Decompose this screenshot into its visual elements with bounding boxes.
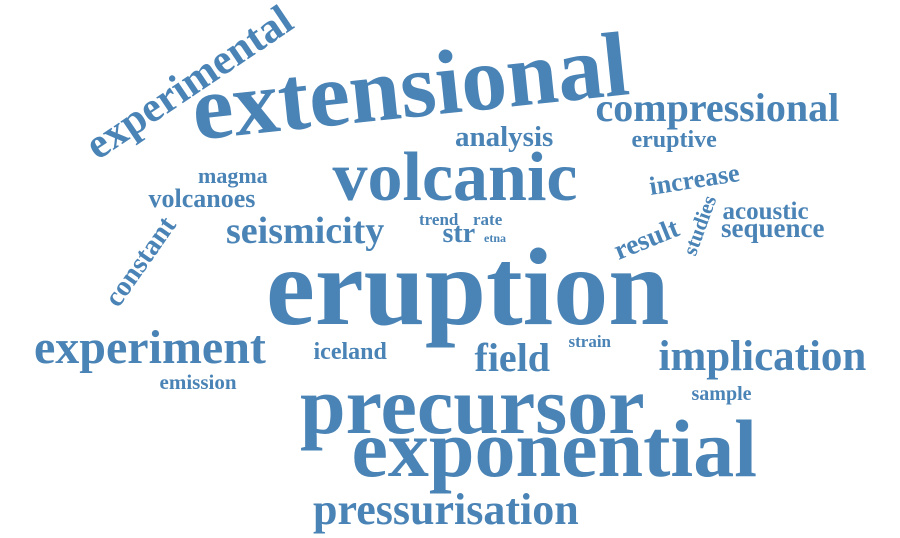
word-analysis: analysis: [455, 121, 554, 153]
word-acoustic: acoustic: [722, 198, 809, 225]
word-field: field: [474, 335, 551, 380]
word-eruption: eruption: [266, 226, 670, 348]
word-eruptive: eruptive: [631, 127, 717, 153]
word-rate: rate: [473, 210, 503, 229]
word-implication: implication: [658, 333, 867, 380]
word-volcanoes: volcanoes: [148, 184, 256, 213]
word-magma: magma: [198, 163, 268, 188]
word-experiment: experiment: [34, 321, 266, 374]
word-str: str: [442, 218, 476, 249]
word-studies: studies: [677, 191, 721, 259]
word-increase: increase: [646, 158, 741, 201]
word-iceland: iceland: [313, 339, 387, 365]
word-etna: etna: [484, 231, 506, 245]
word-volcanic: volcanic: [332, 139, 578, 216]
word-constant: constant: [98, 211, 183, 313]
word-emission: emission: [159, 370, 237, 394]
word-exponential: exponential: [351, 403, 757, 494]
word-sample: sample: [691, 383, 752, 405]
word-strain: strain: [568, 332, 612, 351]
word-pressurisation: pressurisation: [313, 485, 579, 534]
word-compressional: compressional: [595, 85, 840, 130]
word-sequence: sequence: [721, 213, 825, 243]
word-seismicity: seismicity: [226, 210, 385, 252]
word-trend: trend: [419, 210, 459, 229]
word-precursor: precursor: [300, 360, 645, 451]
